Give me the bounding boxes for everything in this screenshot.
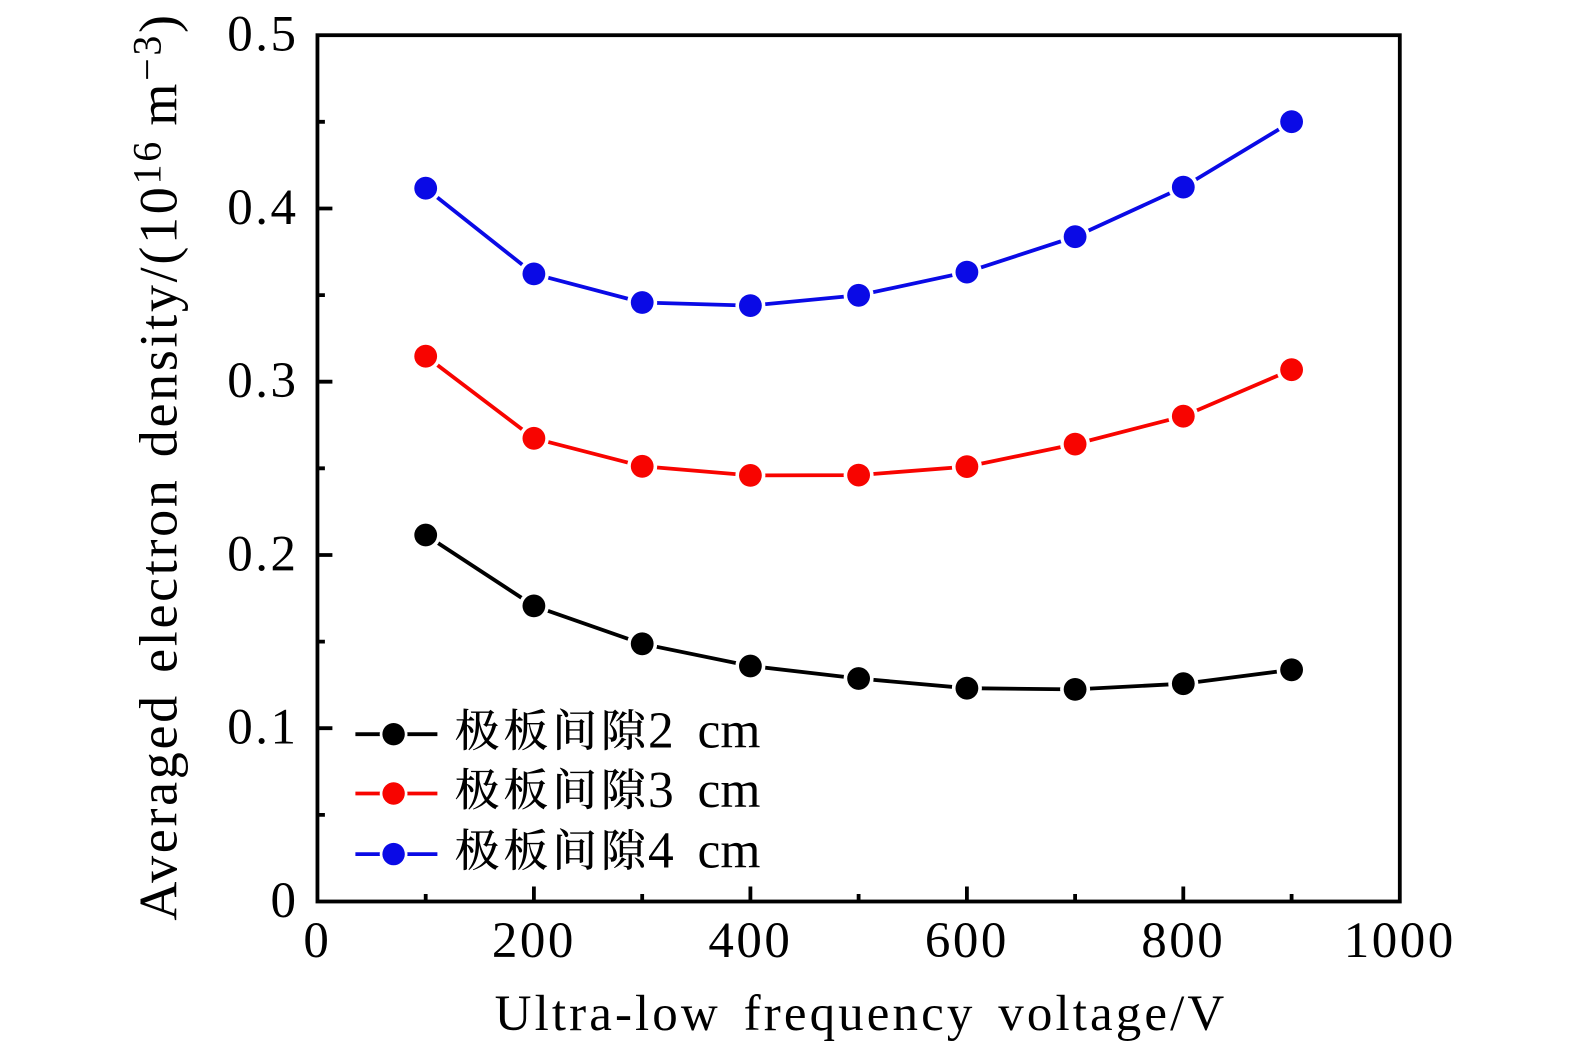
svg-text:4: 4 xyxy=(648,823,674,880)
svg-text:0: 0 xyxy=(303,913,331,969)
svg-text:Ultra-low frequency voltage/V: Ultra-low frequency voltage/V xyxy=(495,986,1228,1042)
svg-text:−3: −3 xyxy=(124,33,169,81)
svg-text:1000: 1000 xyxy=(1344,913,1456,969)
svg-text:0.5: 0.5 xyxy=(227,7,298,63)
svg-text:200: 200 xyxy=(492,913,576,969)
svg-text:3: 3 xyxy=(648,762,674,819)
svg-text:0: 0 xyxy=(271,873,299,929)
svg-text:): ) xyxy=(128,12,188,33)
svg-text:0.3: 0.3 xyxy=(227,353,298,409)
svg-text:800: 800 xyxy=(1141,913,1225,969)
svg-text:m: m xyxy=(128,81,188,139)
svg-text:Averaged electron density/(10: Averaged electron density/(10 xyxy=(128,185,188,921)
svg-text:cm: cm xyxy=(698,703,761,760)
svg-text:0.4: 0.4 xyxy=(227,180,298,236)
svg-text:400: 400 xyxy=(708,913,792,969)
svg-text:16: 16 xyxy=(124,139,169,184)
svg-text:0.1: 0.1 xyxy=(227,700,298,756)
svg-text:cm: cm xyxy=(698,762,761,819)
svg-text:cm: cm xyxy=(698,823,761,880)
svg-text:0.2: 0.2 xyxy=(227,526,298,582)
svg-text:600: 600 xyxy=(925,913,1009,969)
svg-text:2: 2 xyxy=(648,703,674,760)
